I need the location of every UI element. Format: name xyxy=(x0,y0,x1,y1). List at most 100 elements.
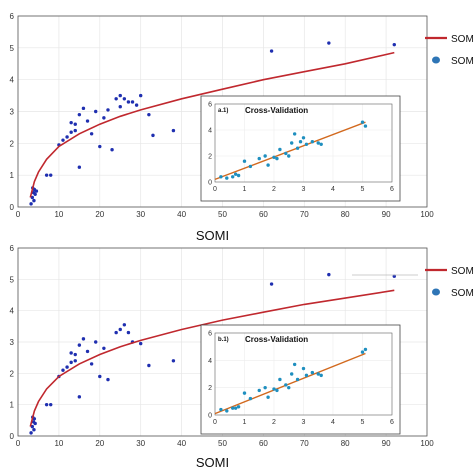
inset-data-point xyxy=(310,140,315,144)
data-point xyxy=(171,359,176,363)
data-point xyxy=(77,395,82,399)
inset-data-point xyxy=(310,370,315,375)
inset-y-tick-label: 6 xyxy=(208,331,212,338)
inset-data-point xyxy=(363,347,368,352)
data-point xyxy=(77,343,82,347)
y-tick-label: 4 xyxy=(10,76,15,85)
inset-data-point xyxy=(295,146,300,150)
inset-x-tick-label: 0 xyxy=(213,186,217,193)
inset-data-point xyxy=(257,156,261,161)
inset-y-tick-label: 6 xyxy=(208,102,212,109)
data-point xyxy=(134,103,139,107)
inset-x-tick-label: 1 xyxy=(243,186,247,193)
inset-x-tick-label: 6 xyxy=(390,419,394,426)
data-point xyxy=(392,42,396,47)
inset-data-point xyxy=(319,142,323,146)
legend-label: SOM xyxy=(451,288,474,299)
inset-data-point xyxy=(292,362,297,367)
inset-data-point xyxy=(284,151,288,156)
inset-y-tick-label: 4 xyxy=(208,358,212,365)
x-tick-label: 40 xyxy=(177,439,186,448)
inset-data-point xyxy=(295,377,300,382)
data-point xyxy=(118,327,122,332)
data-point xyxy=(94,340,98,344)
inset-data-point xyxy=(225,176,229,180)
data-point xyxy=(327,41,331,45)
inset-data-point xyxy=(298,140,303,144)
inset-x-tick-label: 2 xyxy=(272,419,276,426)
inset-data-point xyxy=(284,383,288,387)
y-tick-label: 6 xyxy=(10,12,15,21)
inset-data-point xyxy=(363,124,368,128)
data-point xyxy=(30,195,35,200)
data-point xyxy=(44,402,49,407)
inset-data-point xyxy=(360,120,365,124)
x-tick-label: 50 xyxy=(218,210,227,219)
y-tick-label: 5 xyxy=(10,275,15,284)
x-tick-label: 70 xyxy=(300,210,309,219)
y-tick-label: 6 xyxy=(10,244,15,253)
inset-x-tick-label: 6 xyxy=(390,186,394,193)
inset-y-tick-label: 0 xyxy=(208,413,212,420)
inset-plot-frame xyxy=(214,332,393,416)
data-point xyxy=(32,198,36,203)
inset-data-point xyxy=(319,373,323,378)
data-point xyxy=(139,93,143,98)
inset-title: Cross-Validation xyxy=(245,335,308,344)
data-point xyxy=(32,428,36,432)
legend: SOM SOM xyxy=(425,266,474,299)
data-point xyxy=(49,173,53,177)
data-point xyxy=(73,128,77,133)
data-point xyxy=(122,323,127,327)
x-tick-label: 80 xyxy=(341,210,350,219)
inset-chart: 0 1 2 3 4 5 6 0 2 4 6 a.1) Cross-Validation xyxy=(200,95,401,202)
inset-y-tick-label: 0 xyxy=(208,180,212,187)
inset-data-point xyxy=(263,385,267,390)
inset-data-point xyxy=(290,372,294,376)
inset-data-point xyxy=(278,147,282,152)
inset-regression-line xyxy=(214,121,366,181)
data-point xyxy=(65,135,69,139)
inset-data-point xyxy=(248,164,253,169)
inset-regression-line xyxy=(214,352,366,415)
data-point xyxy=(102,116,106,120)
inset-plot-frame xyxy=(214,103,393,183)
data-point xyxy=(85,119,90,123)
data-point xyxy=(327,272,331,277)
inset-data-point xyxy=(242,391,247,395)
inset-x-tick-label: 2 xyxy=(272,186,276,193)
inset-data-point xyxy=(257,388,261,393)
y-tick-label: 2 xyxy=(10,369,15,378)
inset-chart: 0 1 2 3 4 5 6 0 2 4 6 b.1) Cross-Validation xyxy=(200,324,401,435)
y-tick-label: 1 xyxy=(10,401,15,410)
x-axis-label: SOMI xyxy=(196,455,229,470)
inset-x-tick-label: 5 xyxy=(361,419,365,426)
y-tick-label: 0 xyxy=(10,432,15,441)
legend-label: SOMI xyxy=(451,34,474,45)
x-tick-label: 0 xyxy=(16,439,21,448)
data-point xyxy=(44,173,49,177)
inset-data-point xyxy=(316,141,320,145)
data-point xyxy=(34,189,39,193)
inset-data-point xyxy=(287,385,291,390)
plot-frame xyxy=(17,15,428,208)
inset-data-point xyxy=(316,372,320,376)
x-tick-label: 30 xyxy=(136,210,145,219)
inset-data-point xyxy=(219,407,223,412)
data-point xyxy=(106,108,110,112)
inset-y-tick-label: 4 xyxy=(208,128,212,135)
x-tick-label: 70 xyxy=(300,439,309,448)
x-tick-label: 30 xyxy=(136,439,145,448)
data-point xyxy=(122,97,127,101)
data-point xyxy=(65,365,69,369)
data-point xyxy=(114,97,118,101)
inset-data-point xyxy=(287,154,291,158)
inset-data-point xyxy=(242,159,247,163)
data-point xyxy=(33,192,37,196)
y-tick-label: 3 xyxy=(10,108,15,117)
y-tick-label: 2 xyxy=(10,139,15,148)
inset-data-point xyxy=(236,405,241,409)
